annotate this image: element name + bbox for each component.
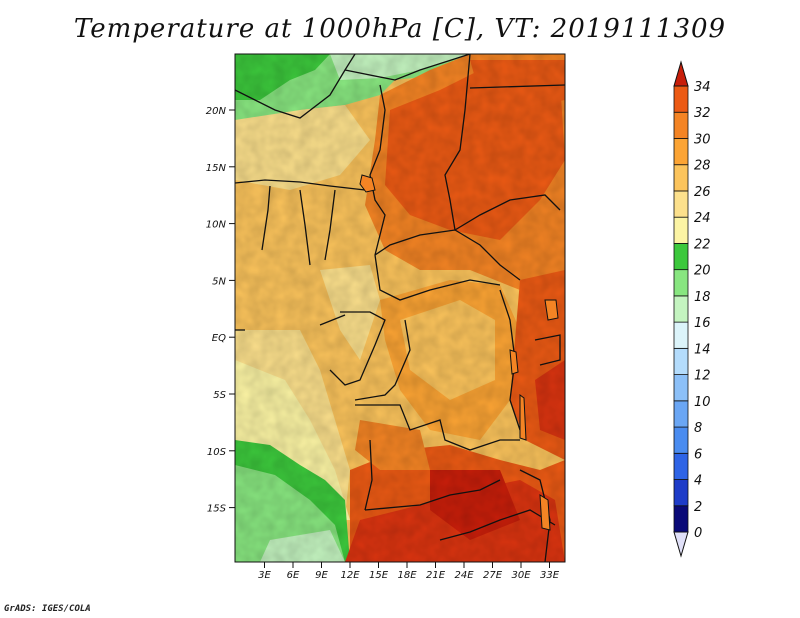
lakes — [359, 174, 559, 531]
lat-tick-label: EQ — [212, 333, 226, 344]
lon-tick-label: 21E — [426, 570, 446, 581]
colorbar-low-arrow — [673, 531, 689, 558]
colorbar-label: 34 — [694, 80, 711, 95]
colorbar-label: 12 — [694, 369, 711, 384]
colorbar-box — [673, 138, 689, 166]
colorbar-label: 6 — [694, 447, 702, 462]
lat-tick-label: 5N — [212, 276, 226, 287]
lat-tick-label: 5S — [213, 390, 226, 401]
colorbar-box — [673, 269, 689, 297]
map-frame — [234, 53, 566, 563]
colorbar-box — [673, 164, 689, 192]
colorbar-label: 22 — [694, 237, 711, 252]
colorbar-label: 28 — [694, 159, 711, 174]
latitude-ticks: 20N 15N 10N 5N EQ 5S 10S 15S — [206, 106, 235, 515]
lon-tick-label: 27E — [483, 570, 503, 581]
colorbar-box — [673, 190, 689, 218]
lon-tick-label: 3E — [258, 570, 271, 581]
lon-tick-label: 12E — [340, 570, 360, 581]
colorbar-box — [673, 400, 689, 428]
map-title: Temperature at 1000hPa [C], VT: 20191113… — [73, 14, 727, 44]
lon-tick-label: 18E — [397, 570, 417, 581]
colorbar-label: 0 — [694, 526, 702, 541]
colorbar-box — [673, 426, 689, 454]
lon-tick-label: 6E — [287, 570, 300, 581]
lat-tick-label: 15S — [207, 504, 227, 515]
lon-tick-label: 9E — [315, 570, 328, 581]
lat-tick-label: 20N — [206, 106, 227, 117]
grads-credit: GrADS: IGES/COLA — [4, 604, 91, 614]
lat-tick-label: 10N — [206, 220, 227, 231]
colorbar-box — [673, 479, 689, 507]
colorbar-label: 10 — [694, 395, 711, 410]
colorbar-box — [673, 216, 689, 244]
colorbar-box — [673, 85, 689, 113]
colorbar-high-arrow — [673, 60, 689, 87]
colorbar-box — [673, 243, 689, 271]
lon-tick-label: 15E — [369, 570, 389, 581]
colorbar-label: 2 — [694, 500, 702, 515]
colorbar-box — [673, 505, 689, 533]
country-borders — [235, 54, 565, 562]
colorbar-box — [673, 374, 689, 402]
colorbar-label: 20 — [694, 264, 711, 279]
longitude-ticks: 3E 6E 9E 12E 15E 18E 21E 24E 27E 30E 33E — [258, 562, 560, 581]
colorbar-box — [673, 321, 689, 349]
colorbar-label: 16 — [694, 316, 711, 331]
colorbar-label: 30 — [694, 132, 711, 147]
colorbar-label: 8 — [694, 421, 702, 436]
lat-tick-label: 10S — [207, 447, 227, 458]
lat-tick-label: 15N — [206, 163, 227, 174]
colorbar-label: 32 — [694, 106, 711, 121]
colorbar-box — [673, 295, 689, 323]
colorbar-box — [673, 347, 689, 375]
colorbar-box — [673, 452, 689, 480]
temperature-field — [235, 54, 565, 562]
colorbar-label: 24 — [694, 211, 711, 226]
colorbar-label: 18 — [694, 290, 711, 305]
colorbar-box — [673, 111, 689, 139]
colorbar-label: 14 — [694, 342, 711, 357]
colorbar-label: 4 — [694, 474, 702, 489]
colorbar-label: 26 — [694, 185, 711, 200]
lon-tick-label: 30E — [511, 570, 531, 581]
lon-tick-label: 24E — [454, 570, 474, 581]
lon-tick-label: 33E — [540, 570, 560, 581]
